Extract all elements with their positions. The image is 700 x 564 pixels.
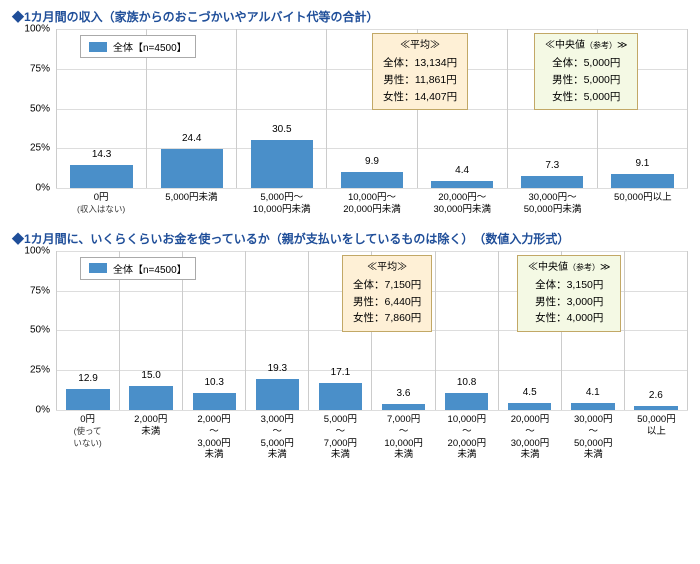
chart2-title: ◆1カ月間に、いくらくらいお金を使っているか（親が支払いをしているものは除く） … — [12, 230, 688, 247]
bar-value-label: 12.9 — [78, 373, 97, 384]
x-label: 5,000円未満 — [146, 189, 236, 216]
chart2-wrap: 全体【n=4500】 ≪平均≫全体：7,150円男性：6,440円女性：7,86… — [12, 251, 688, 462]
bar-value-label: 14.3 — [92, 149, 111, 160]
chart1-legend: 全体【n=4500】 — [80, 35, 196, 58]
x-label: 20,000円～30,000円未満 — [417, 189, 507, 216]
x-label: 30,000円～50,000円未満 — [562, 411, 625, 462]
bar-value-label: 10.3 — [204, 377, 223, 388]
y-tick: 50% — [30, 103, 50, 114]
gridline — [56, 188, 688, 189]
x-label: 2,000円未満 — [119, 411, 182, 462]
bar: 10.8 — [445, 393, 488, 410]
bar-value-label: 4.5 — [523, 387, 537, 398]
x-label: 50,000円以上 — [625, 411, 688, 462]
chart2-panel: ◆1カ月間に、いくらくらいお金を使っているか（親が支払いをしているものは除く） … — [12, 230, 688, 462]
x-label: 7,000円～10,000円未満 — [372, 411, 435, 462]
y-tick: 25% — [30, 143, 50, 154]
chart1-title: ◆1カ月間の収入（家族からのおこづかいやアルバイト代等の合計） — [12, 8, 688, 25]
bar: 3.6 — [382, 404, 425, 410]
bar-slot: 30.5 — [237, 29, 327, 188]
bar: 19.3 — [256, 379, 299, 410]
bar-value-label: 19.3 — [268, 363, 287, 374]
bar-value-label: 4.4 — [455, 165, 469, 176]
x-label: 0円(収入はない) — [56, 189, 146, 216]
stat-line: 女性：7,860円 — [353, 310, 421, 327]
bar: 10.3 — [193, 393, 236, 409]
bar: 24.4 — [161, 149, 223, 188]
bar-value-label: 10.8 — [457, 377, 476, 388]
chart1-median-box: ≪中央値（参考）≫全体：5,000円男性：5,000円女性：5,000円 — [534, 33, 638, 110]
legend-swatch — [89, 42, 107, 52]
bar: 14.3 — [70, 165, 132, 188]
bar-value-label: 17.1 — [331, 367, 350, 378]
y-tick: 50% — [30, 325, 50, 336]
stat-line: 男性：6,440円 — [353, 294, 421, 311]
stat-line: 男性：5,000円 — [545, 72, 627, 89]
bar: 9.1 — [611, 174, 673, 188]
y-tick: 75% — [30, 285, 50, 296]
legend-text: 全体【n=4500】 — [113, 261, 187, 276]
bar-slot: 10.8 — [436, 251, 499, 410]
bar: 9.9 — [341, 172, 403, 188]
bar: 12.9 — [66, 389, 109, 410]
bar-value-label: 9.9 — [365, 156, 379, 167]
bar-value-label: 15.0 — [141, 370, 160, 381]
x-label: 5,000円～10,000円未満 — [237, 189, 327, 216]
gridline — [56, 410, 688, 411]
stat-line: 全体：3,150円 — [528, 277, 610, 294]
y-tick: 100% — [24, 24, 50, 35]
x-label: 50,000円以上 — [598, 189, 688, 216]
bar: 15.0 — [129, 386, 172, 410]
stat-line: 男性：11,861円 — [383, 72, 457, 89]
chart2-xlabels: 0円(使っていない)2,000円未満2,000円～3,000円未満3,000円～… — [56, 411, 688, 462]
stat-line: 女性：4,000円 — [528, 310, 610, 327]
stat-line: 全体：5,000円 — [545, 55, 627, 72]
bar-value-label: 24.4 — [182, 133, 201, 144]
bar-value-label: 7.3 — [545, 160, 559, 171]
bar: 30.5 — [251, 140, 313, 188]
bar: 7.3 — [521, 176, 583, 188]
chart1-panel: ◆1カ月間の収入（家族からのおこづかいやアルバイト代等の合計） 全体【n=450… — [12, 8, 688, 216]
x-label: 3,000円～5,000円未満 — [246, 411, 309, 462]
bar-value-label: 3.6 — [397, 388, 411, 399]
stat-line: 女性：14,407円 — [383, 89, 457, 106]
y-tick: 0% — [36, 404, 50, 415]
bar: 4.5 — [508, 403, 551, 410]
x-label: 10,000円～20,000円未満 — [435, 411, 498, 462]
legend-swatch — [89, 263, 107, 273]
y-tick: 25% — [30, 365, 50, 376]
x-label: 0円(使っていない) — [56, 411, 119, 462]
x-label: 20,000円～30,000円未満 — [498, 411, 561, 462]
bar: 4.1 — [571, 403, 614, 410]
bar-slot: 2.6 — [625, 251, 688, 410]
y-tick: 75% — [30, 63, 50, 74]
x-label: 30,000円～50,000円未満 — [507, 189, 597, 216]
chart2-avg-box: ≪平均≫全体：7,150円男性：6,440円女性：7,860円 — [342, 255, 432, 332]
x-label: 2,000円～3,000円未満 — [182, 411, 245, 462]
y-tick: 100% — [24, 245, 50, 256]
stat-line: 全体：13,134円 — [383, 55, 457, 72]
bar: 17.1 — [319, 383, 362, 410]
bar-slot: 19.3 — [246, 251, 309, 410]
stat-line: 全体：7,150円 — [353, 277, 421, 294]
chart2-median-box: ≪中央値（参考）≫全体：3,150円男性：3,000円女性：4,000円 — [517, 255, 621, 332]
stat-line: 女性：5,000円 — [545, 89, 627, 106]
chart1-avg-box: ≪平均≫全体：13,134円男性：11,861円女性：14,407円 — [372, 33, 468, 110]
bar-value-label: 30.5 — [272, 124, 291, 135]
x-label: 5,000円～7,000円未満 — [309, 411, 372, 462]
legend-text: 全体【n=4500】 — [113, 39, 187, 54]
stat-line: 男性：3,000円 — [528, 294, 610, 311]
chart1-wrap: 全体【n=4500】 ≪平均≫全体：13,134円男性：11,861円女性：14… — [12, 29, 688, 216]
y-tick: 0% — [36, 183, 50, 194]
bar: 2.6 — [634, 406, 677, 410]
chart1-xlabels: 0円(収入はない)5,000円未満5,000円～10,000円未満10,000円… — [56, 189, 688, 216]
x-label: 10,000円～20,000円未満 — [327, 189, 417, 216]
bar-value-label: 4.1 — [586, 387, 600, 398]
chart2-legend: 全体【n=4500】 — [80, 257, 196, 280]
bar-value-label: 2.6 — [649, 390, 663, 401]
bar: 4.4 — [431, 181, 493, 188]
bar-value-label: 9.1 — [635, 158, 649, 169]
